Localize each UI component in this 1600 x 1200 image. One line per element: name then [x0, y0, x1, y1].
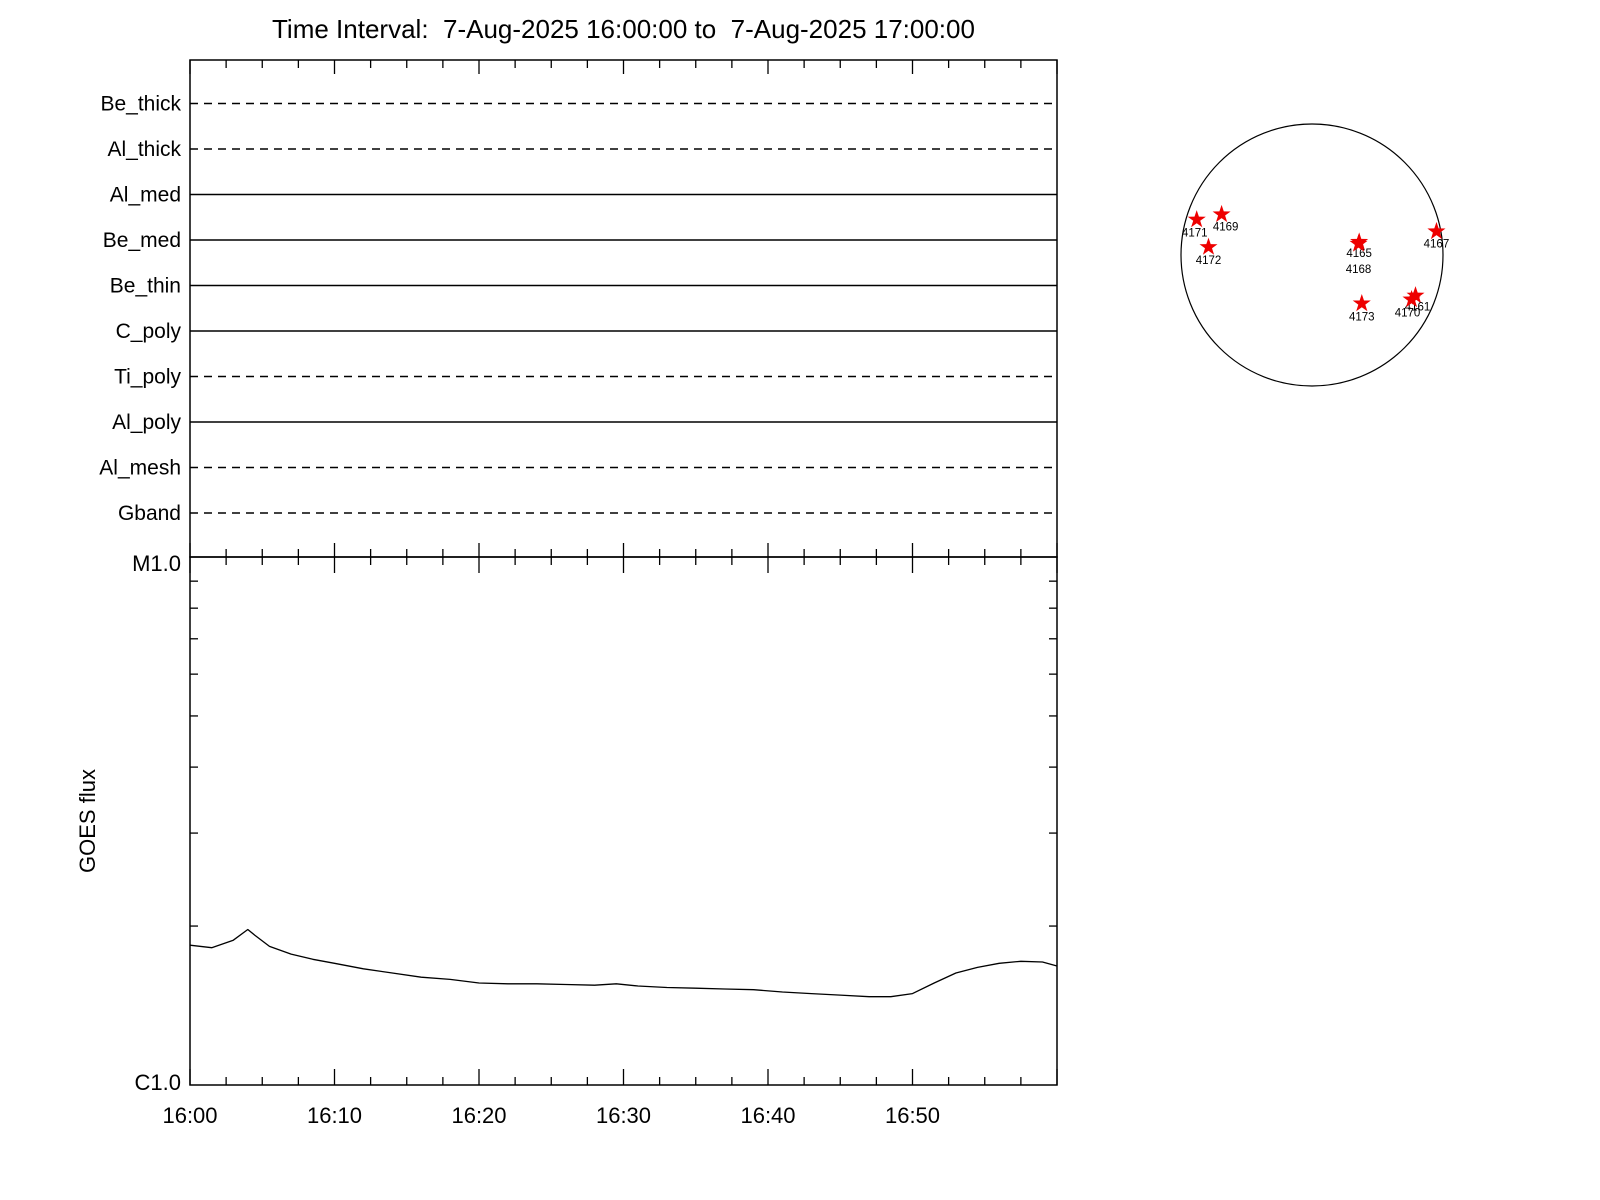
filter-label-Al_poly: Al_poly — [112, 411, 181, 434]
active-region-label-4165: 4165 — [1346, 248, 1372, 260]
active-region-label-4169: 4169 — [1213, 221, 1239, 233]
filter-label-Al_med: Al_med — [110, 184, 181, 207]
solar-limb — [1180, 123, 1444, 387]
active-region-marker-4172 — [1199, 237, 1218, 255]
active-region-label-4171: 4171 — [1182, 228, 1208, 240]
x-tick-label-16:50: 16:50 — [885, 1103, 940, 1128]
active-region-marker-4171 — [1187, 210, 1206, 228]
goes-flux-axis-title: GOES flux — [75, 769, 100, 873]
filter-label-Be_med: Be_med — [103, 229, 181, 252]
goes-panel-frame — [189, 556, 1058, 1086]
active-region-marker-4173 — [1352, 294, 1371, 312]
filter-label-Al_mesh: Al_mesh — [99, 457, 181, 480]
x-tick-label-16:10: 16:10 — [307, 1103, 362, 1128]
active-region-label-4170: 4170 — [1395, 308, 1421, 320]
x-tick-label-16:40: 16:40 — [740, 1103, 795, 1128]
filter-timeline-chart: Be_thick Al_thick Al_med Be_med Be_thin C_pol… — [99, 59, 1058, 558]
goes-flux-chart: M1.0 C1.0 16:00 16:10 16:20 16:30 16:40 16:50 GO… — [75, 551, 1058, 1128]
active-region-marker-4167 — [1427, 221, 1446, 240]
active-region-label-4168: 4168 — [1346, 264, 1372, 276]
x-tick-label-16:30: 16:30 — [596, 1103, 651, 1128]
x-tick-label-16:00: 16:00 — [162, 1103, 217, 1128]
filter-label-Al_thick: Al_thick — [107, 138, 181, 161]
active-region-label-4161: 4161 — [1405, 302, 1431, 314]
filter-label-Ti_poly: Ti_poly — [114, 366, 181, 389]
active-region-label-4172: 4172 — [1196, 255, 1222, 267]
active-region-marker-4169 — [1212, 204, 1231, 223]
active-region-label-4167: 4167 — [1424, 238, 1450, 250]
active-region-marker-4168 — [1349, 234, 1368, 252]
filter-label-C_poly: C_poly — [116, 320, 182, 343]
filter-label-Be_thin: Be_thin — [110, 275, 181, 298]
y-axis-bottom-label: C1.0 — [135, 1070, 181, 1095]
y-axis-top-label: M1.0 — [132, 551, 181, 576]
x-tick-label-16:20: 16:20 — [451, 1103, 506, 1128]
filter-label-Gband: Gband — [118, 502, 181, 525]
active-region-marker-4161 — [1406, 286, 1425, 304]
active-region-marker-4170 — [1402, 290, 1421, 308]
page-title: Time Interval: 7-Aug-2025 16:00:00 to 7-… — [272, 14, 975, 44]
goes-flux-curve — [189, 928, 1058, 998]
filter-panel-frame — [189, 59, 1058, 558]
filter-label-Be_thick: Be_thick — [100, 93, 181, 116]
active-region-label-4173: 4173 — [1349, 311, 1375, 323]
